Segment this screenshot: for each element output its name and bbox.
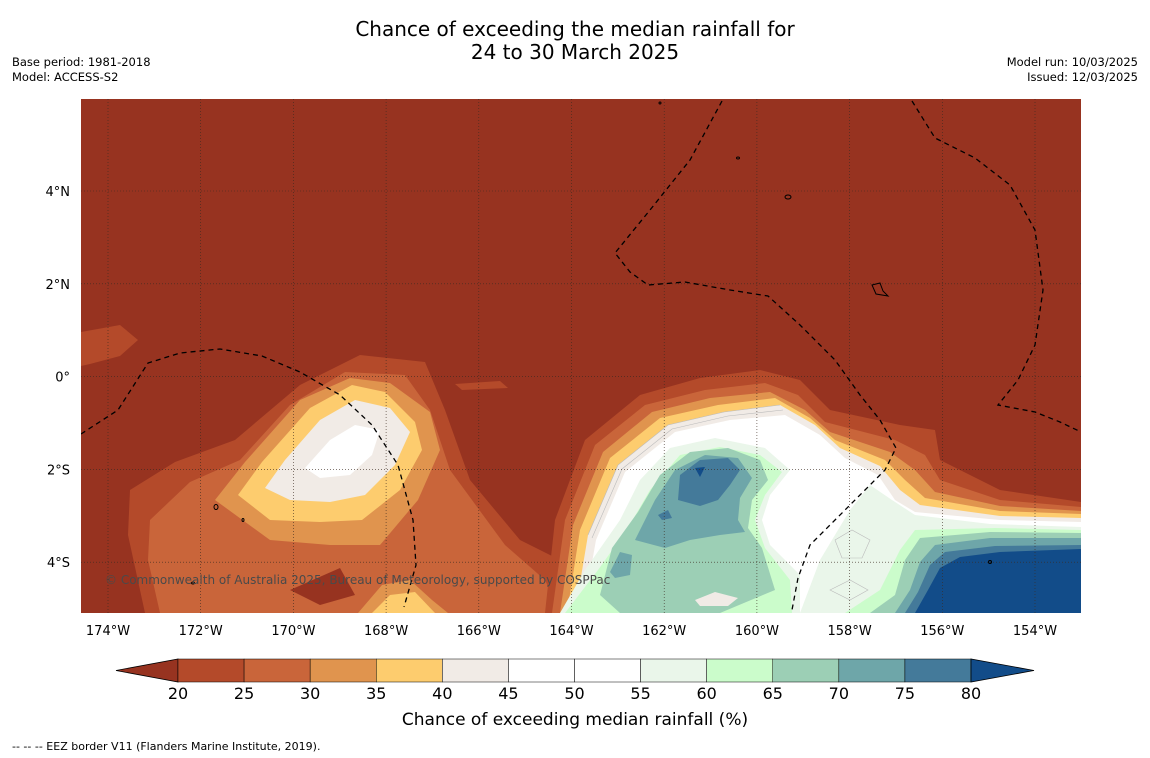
colorbar-under-arrow [115, 658, 179, 683]
island-4 [736, 156, 740, 160]
colorbar-tick-label: 70 [829, 684, 849, 700]
west-50 [305, 425, 380, 478]
rainfall-map: © Commonwealth of Australia 2025, Bureau… [46, 99, 1081, 700]
eastern-wet-region [545, 370, 1081, 613]
lat-tick-label: 0° [55, 371, 70, 386]
colorbar [115, 658, 1035, 683]
island-5 [658, 101, 662, 105]
colorbar-ticks: 20 25 30 35 40 45 50 55 60 65 70 75 80 [168, 684, 981, 700]
colorbar-segment [574, 658, 641, 683]
map-fields: © Commonwealth of Australia 2025, Bureau… [81, 99, 1081, 613]
island-8 [241, 518, 245, 522]
lat-tick-label: 2°S [47, 463, 70, 478]
east-small-80 [658, 510, 672, 520]
colorbar-tick-label: 65 [763, 684, 783, 700]
lat-tick-label: 2°N [46, 278, 71, 293]
meta-left: Base period: 1981-2018 Model: ACCESS-S2 [12, 55, 151, 85]
colorbar-segment [309, 658, 377, 683]
lon-tick-label: 162°W [642, 624, 686, 639]
model-run: Model run: 10/03/2025 [1006, 55, 1138, 69]
lon-tick-label: 164°W [549, 624, 593, 639]
longitude-labels: 174°W 172°W 170°W 168°W 166°W 164°W 162°W 160°W… [86, 624, 1057, 639]
lon-tick-label: 166°W [457, 624, 501, 639]
lon-tick-label: 174°W [86, 624, 130, 639]
colorbar-segment [640, 658, 707, 683]
island-6 [988, 560, 992, 564]
east-south-over80 [915, 549, 1081, 613]
island-2 [871, 282, 890, 297]
colorbar-tick-label: 40 [432, 684, 452, 700]
title-line-1: Chance of exceeding the median rainfall … [355, 17, 795, 41]
lon-tick-label: 158°W [828, 624, 872, 639]
patch-central-25 [455, 381, 508, 390]
colorbar-tick-label: 55 [630, 684, 650, 700]
model-name: Model: ACCESS-S2 [12, 70, 119, 84]
colorbar-over-arrow [970, 658, 1035, 683]
colorbar-segment [508, 658, 575, 683]
colorbar-segment [772, 658, 840, 683]
title-line-2: 24 to 30 March 2025 [470, 40, 680, 64]
colorbar-tick-label: 20 [168, 684, 188, 700]
west-dry-core [290, 568, 355, 605]
eez-border-east [911, 100, 1081, 433]
colorbar-tick-label: 35 [366, 684, 386, 700]
colorbar-segment [376, 658, 443, 683]
colorbar-tick-label: 30 [300, 684, 320, 700]
colorbar-segment [904, 658, 972, 683]
latitude-labels: 4°N 2°N 0° 2°S 4°S [46, 185, 71, 571]
meta-right: Model run: 10/03/2025 Issued: 12/03/2025 [1007, 55, 1138, 85]
east-small-50 [785, 470, 840, 500]
western-blob [128, 355, 600, 613]
colorbar-segment [243, 658, 311, 683]
colorbar-tick-label: 50 [564, 684, 584, 700]
colorbar-tick-label: 60 [696, 684, 716, 700]
lon-tick-label: 156°W [920, 624, 964, 639]
islands [191, 101, 992, 585]
lon-tick-label: 160°W [735, 624, 779, 639]
east-75-small [610, 552, 632, 578]
lon-tick-label: 154°W [1013, 624, 1057, 639]
colorbar-tick-label: 45 [498, 684, 518, 700]
island-7 [191, 581, 195, 585]
colorbar-label: Chance of exceeding median rainfall (%) [401, 710, 749, 730]
east-small-45 [695, 592, 738, 606]
lat-tick-label: 4°N [46, 185, 71, 200]
lon-tick-label: 168°W [364, 624, 408, 639]
lat-tick-label: 4°S [47, 556, 70, 571]
eez-borders [81, 100, 1081, 611]
island-1 [784, 194, 792, 200]
colorbar-segment [442, 658, 509, 683]
chart-title: Chance of exceeding the median rainfall … [0, 18, 1150, 64]
contour-lines [587, 404, 871, 601]
eez-border-west [81, 348, 417, 608]
issued-date: Issued: 12/03/2025 [1027, 70, 1138, 84]
base-period: Base period: 1981-2018 [12, 55, 151, 69]
eez-border-central [614, 100, 897, 611]
colorbar-tick-label: 80 [961, 684, 981, 700]
footnote: -- -- -- EEZ border V11 (Flanders Marine… [12, 740, 321, 753]
colorbar-tick-label: 25 [234, 684, 254, 700]
lon-tick-label: 170°W [271, 624, 315, 639]
patch-west-25 [81, 325, 138, 366]
colorbar-tick-label: 75 [895, 684, 915, 700]
colorbar-segment [177, 658, 245, 683]
colorbar-segment [706, 658, 774, 683]
lon-tick-label: 172°W [179, 624, 223, 639]
east-80 [678, 458, 740, 506]
copyright-text: © Commonwealth of Australia 2025, Bureau… [105, 573, 610, 587]
island-3 [213, 504, 219, 510]
colorbar-segment [838, 658, 906, 683]
west-south-40 [372, 592, 435, 613]
